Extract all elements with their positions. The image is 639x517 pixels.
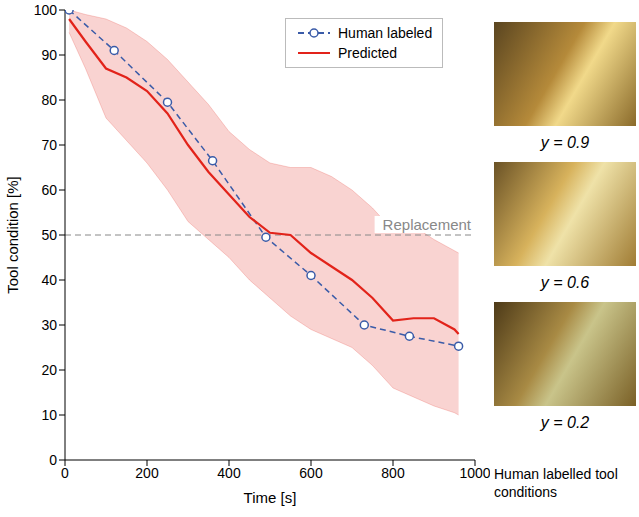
svg-text:Replacement: Replacement [383,216,472,233]
svg-text:1000: 1000 [459,465,490,481]
html-text:Predicted: Predicted [338,45,398,61]
html-text:y = 0.9: y = 0.9 [540,134,590,151]
svg-text:Tool condition [%]: Tool condition [%] [4,176,21,294]
html-text:y = 0.2: y = 0.2 [540,414,590,431]
svg-text:80: 80 [41,92,57,108]
svg-text:200: 200 [135,465,159,481]
html-text:y = 0.6: y = 0.6 [540,274,590,291]
svg-text:800: 800 [381,465,405,481]
svg-text:40: 40 [41,272,57,288]
html-text:Human labeled: Human labeled [338,25,433,41]
html-text:Human labelled tool conditions: Human labelled tool conditions [494,466,618,500]
svg-text:50: 50 [41,227,57,243]
svg-text:30: 30 [41,317,57,333]
svg-text:600: 600 [299,465,323,481]
svg-text:10: 10 [41,407,57,423]
svg-text:0: 0 [49,452,57,468]
svg-text:70: 70 [41,137,57,153]
svg-text:60: 60 [41,182,57,198]
svg-text:0: 0 [61,465,69,481]
svg-text:400: 400 [217,465,241,481]
svg-text:20: 20 [41,362,57,378]
svg-text:Time [s]: Time [s] [244,489,297,506]
svg-text:90: 90 [41,47,57,63]
svg-text:100: 100 [34,2,58,18]
